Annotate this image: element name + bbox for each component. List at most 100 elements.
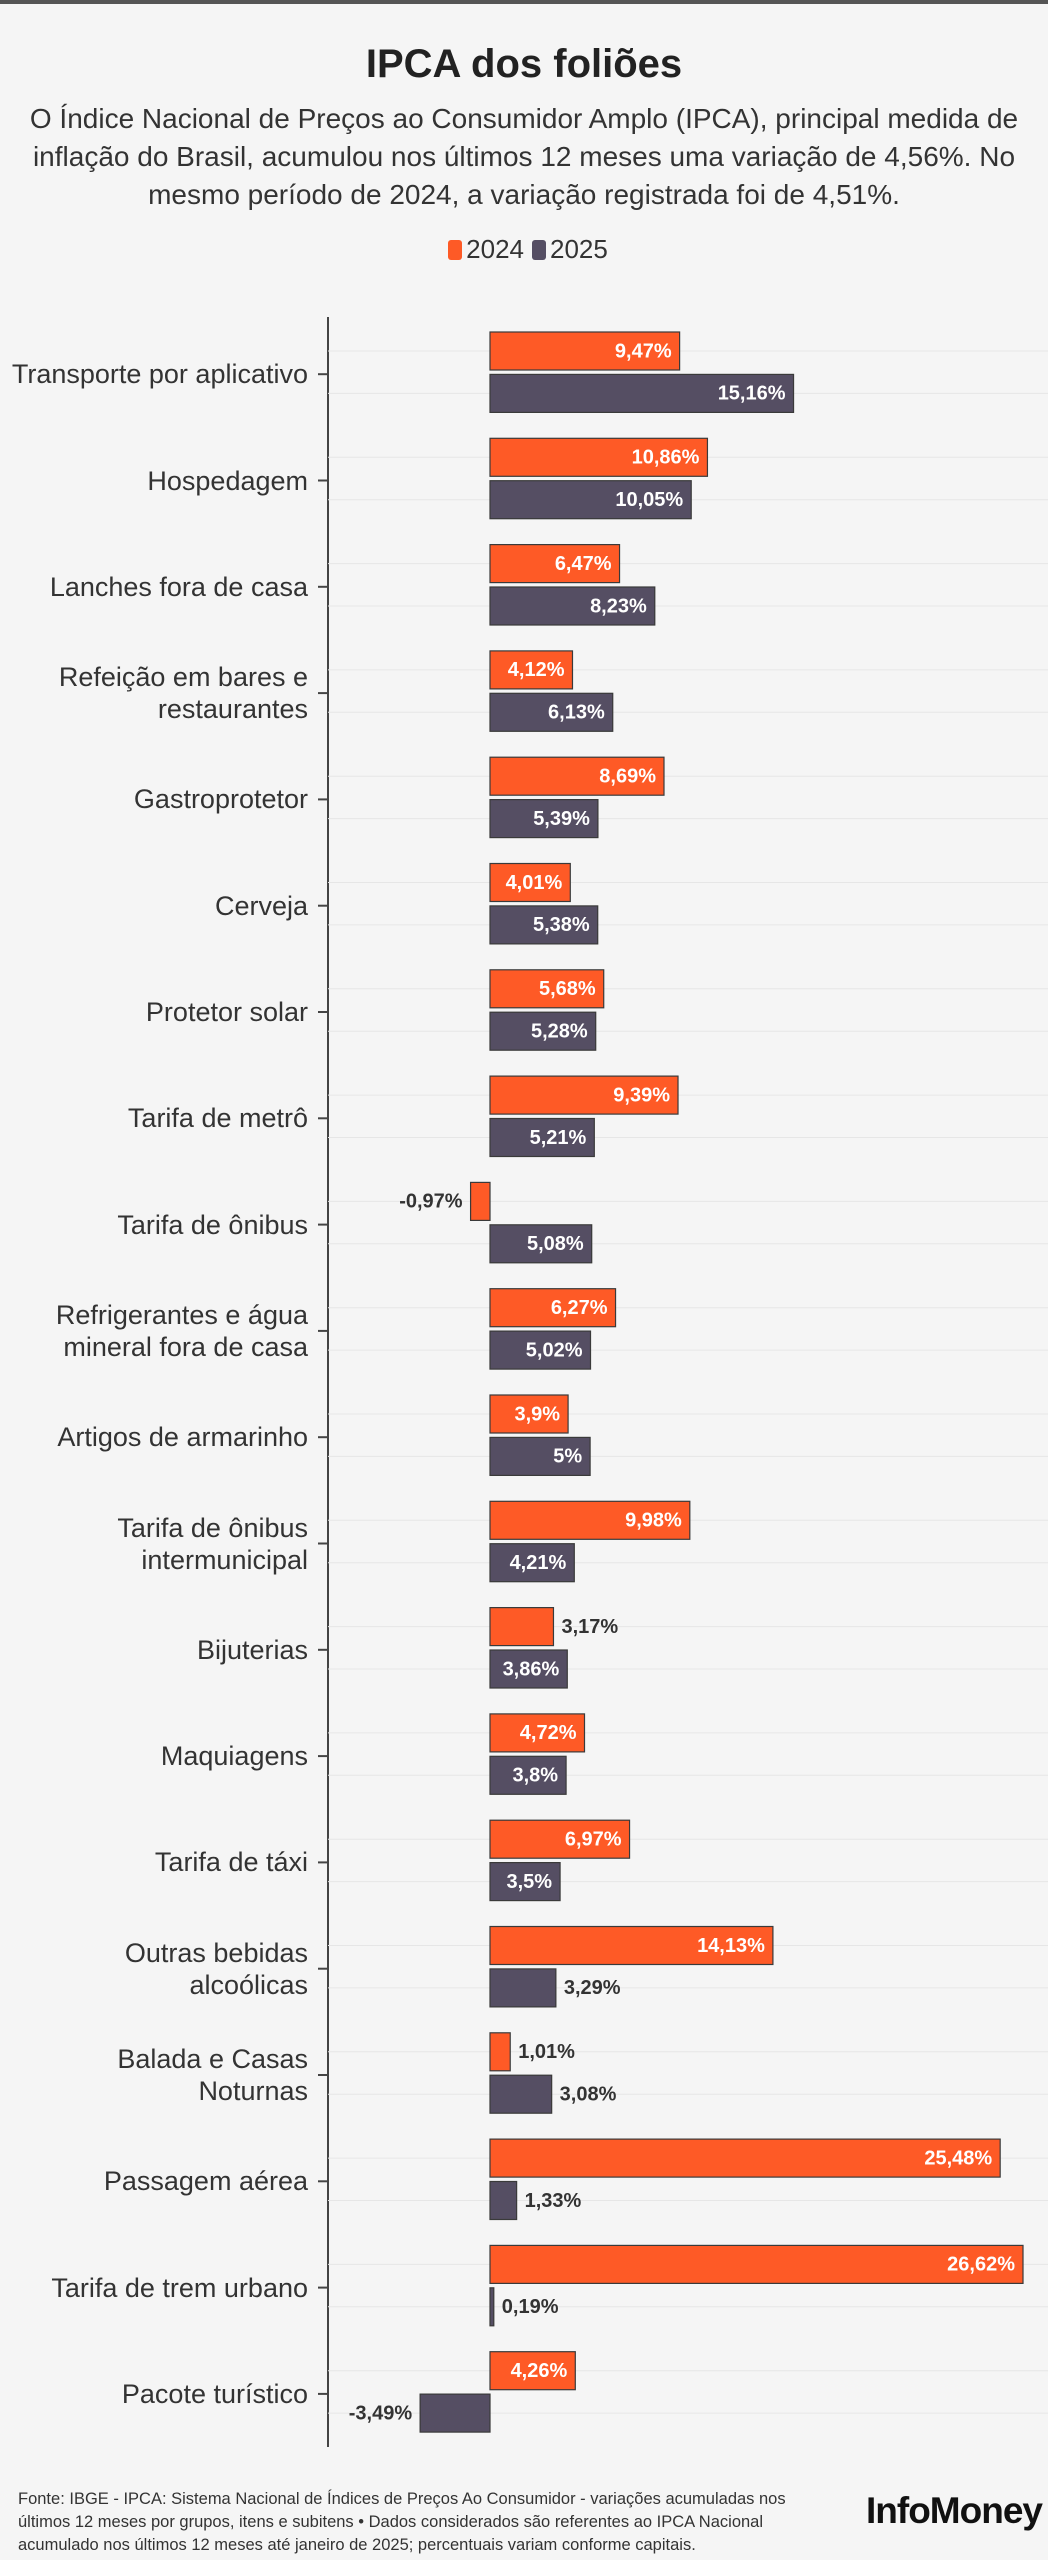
value-label: 9,39% [613,1084,670,1106]
value-label: 10,86% [632,447,700,469]
bar [489,2074,553,2114]
value-label: 26,62% [947,2254,1015,2276]
category-label: Maquiagens [160,1741,308,1772]
bar [489,331,681,371]
value-label: 5,28% [531,1020,588,1042]
bar [489,1011,597,1051]
category-label: Protetor solar [145,997,308,1027]
bar [489,1394,569,1434]
value-label: 5,39% [533,808,590,830]
bar [489,1224,593,1264]
bar [489,1649,568,1689]
category-label: Lanches fora de casa [49,571,308,602]
value-label: 9,47% [615,340,672,362]
value-label: 5,68% [539,978,596,1000]
value-label: 8,69% [599,765,656,787]
bar [489,692,614,732]
bar [489,2244,1024,2284]
bar [489,1330,592,1370]
chart: 9,47% 15,16% 10,86% 10,05% 6,47% 8,23% 4,12% 6,… [318,317,1048,2447]
value-label: 1,01% [518,2041,575,2063]
bar [469,1181,491,1222]
value-label: 5% [553,1446,582,1468]
value-label: 6,27% [551,1297,608,1319]
category-label: Outras bebidas alcoólicas [124,1937,308,2000]
bar [489,1288,617,1328]
category-label: Pacote turístico [121,2378,308,2409]
bar [489,1606,555,1647]
category-label: Tarifa de ônibus [117,1209,308,1240]
bar [419,2393,491,2433]
value-label: 4,26% [511,2360,568,2382]
value-label: 3,86% [503,1658,560,1680]
bar [489,2032,511,2072]
bar [489,798,599,839]
category-label: Transporte por aplicativo [11,359,308,390]
bar [489,650,574,690]
value-label: 8,23% [590,595,647,617]
value-label: 15,16% [718,383,786,405]
bar [489,1925,774,1966]
chart-title: IPCA dos foliões [365,42,683,86]
bar [489,1543,575,1583]
legend-label: 2025 [550,234,608,264]
legend-swatch [532,240,546,260]
bar [489,969,605,1009]
value-label: 5,21% [530,1127,587,1149]
bar [489,543,621,584]
chart-subtitle: O Índice Nacional de Preços ao Consumido… [29,103,1019,210]
legend-swatch [448,240,463,260]
value-label: -0,97% [399,1191,463,1213]
category-label: Tarifa de ônibus intermunicipal [117,1512,308,1575]
bar [489,2180,518,2221]
bar [489,1968,557,2008]
value-label: 4,21% [510,1552,567,1574]
value-label: 5,02% [526,1339,583,1361]
value-label: 25,48% [924,2147,992,2169]
value-label: 4,12% [508,659,565,681]
category-label: Balada e Casas Noturnas [117,2044,308,2106]
bar [489,1117,595,1158]
value-label: 6,97% [565,1828,622,1850]
value-label: 14,13% [697,1935,765,1957]
value-label: 3,8% [512,1765,558,1787]
bar [489,1075,679,1115]
bar [489,862,571,903]
value-label: 9,98% [625,1510,682,1532]
bar [489,2351,576,2391]
value-label: 6,13% [548,702,605,724]
category-label: Refeição em bares e restaurantes [58,662,308,725]
value-label: 4,01% [506,872,563,894]
bar [489,1500,691,1540]
bar [489,437,709,477]
source-note: Fonte: IBGE - IPCA: Sistema Nacional de … [18,2490,786,2554]
category-label: Tarifa de táxi [154,1847,308,1878]
bar [489,1713,586,1753]
category-label: Tarifa de trem urbano [51,2272,308,2303]
category-label: Passagem aérea [103,2166,308,2197]
category-label: Cerveja [214,890,308,921]
value-label: 3,29% [564,1977,621,1999]
value-label: 0,19% [502,2296,559,2318]
bar [489,1755,567,1795]
category-label: Artigos de armarinho [57,1422,308,1453]
logo: InfoMoney [866,2490,1043,2531]
bar [489,1436,591,1477]
value-label: 3,9% [514,1403,560,1425]
bar [489,756,665,796]
category-label: Hospedagem [147,465,308,496]
value-label: 3,17% [561,1616,618,1638]
value-label: -3,49% [349,2402,413,2424]
category-label: Refrigerantes e água mineral fora de cas… [55,1299,308,1362]
bar [489,1861,561,1902]
value-label: 3,5% [506,1871,552,1893]
value-label: 3,08% [560,2083,617,2105]
bar [489,480,692,520]
value-label: 5,08% [527,1233,584,1255]
value-label: 5,38% [533,914,590,936]
category-label: Gastroprotetor [133,784,308,815]
bar [489,1819,631,1859]
category-label: Bijuterias [196,1634,308,1665]
bar [489,373,795,413]
